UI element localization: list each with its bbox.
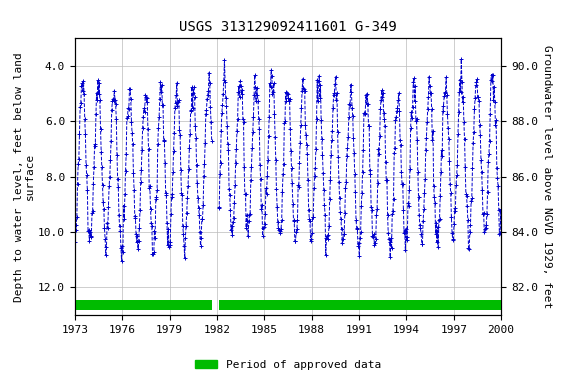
- Title: USGS 313129092411601 G-349: USGS 313129092411601 G-349: [179, 20, 397, 35]
- Bar: [218, 300, 501, 310]
- Y-axis label: Depth to water level, feet below land
surface: Depth to water level, feet below land su…: [14, 52, 35, 301]
- Legend: Period of approved data: Period of approved data: [191, 356, 385, 375]
- Bar: [75, 300, 212, 310]
- Y-axis label: Groundwater level above NGVD 1929, feet: Groundwater level above NGVD 1929, feet: [542, 45, 552, 308]
